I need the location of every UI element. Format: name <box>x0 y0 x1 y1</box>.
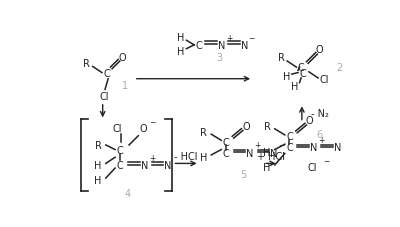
Text: H: H <box>200 153 207 163</box>
Text: Cl: Cl <box>307 163 317 173</box>
Text: Cl: Cl <box>320 75 329 85</box>
Text: H: H <box>291 81 298 91</box>
Text: C: C <box>222 137 229 147</box>
Text: Cl: Cl <box>113 123 122 133</box>
Text: C: C <box>299 69 306 79</box>
Text: C: C <box>286 143 293 153</box>
Text: 1: 1 <box>122 81 128 91</box>
Text: 3: 3 <box>216 53 222 63</box>
Text: N: N <box>270 148 278 158</box>
Text: +: + <box>318 136 324 144</box>
Text: C: C <box>286 132 293 142</box>
Text: N: N <box>164 160 172 170</box>
Text: 4: 4 <box>124 189 130 199</box>
Text: H: H <box>263 163 271 173</box>
Text: + HCl: + HCl <box>257 152 285 162</box>
Text: C: C <box>116 145 123 155</box>
Text: H: H <box>176 33 184 43</box>
Text: R: R <box>95 140 102 150</box>
Text: N: N <box>310 143 317 153</box>
Text: Cl: Cl <box>100 91 109 101</box>
Text: N: N <box>218 41 226 51</box>
Text: R: R <box>278 53 284 63</box>
Text: C: C <box>116 160 123 170</box>
Text: N: N <box>241 41 248 51</box>
Text: H: H <box>284 72 291 82</box>
Text: +: + <box>254 141 261 150</box>
Text: +: + <box>226 34 232 42</box>
Text: O: O <box>242 121 250 131</box>
Text: O: O <box>118 53 126 63</box>
Text: N: N <box>334 143 341 153</box>
Text: R: R <box>264 122 270 132</box>
Text: −: − <box>248 34 255 42</box>
Text: N: N <box>141 160 148 170</box>
Text: 6: 6 <box>317 130 323 140</box>
Text: −: − <box>149 118 156 127</box>
Text: - HCl: - HCl <box>174 152 197 162</box>
Text: H: H <box>94 176 102 185</box>
Text: - N₂: - N₂ <box>311 108 329 118</box>
Text: 2: 2 <box>336 63 342 73</box>
Text: +: + <box>149 153 156 162</box>
Text: H: H <box>263 147 271 157</box>
Text: 5: 5 <box>241 169 247 179</box>
Text: C: C <box>298 63 304 73</box>
Text: R: R <box>83 59 90 69</box>
Text: N: N <box>246 148 254 158</box>
Text: C: C <box>222 148 229 158</box>
Text: C: C <box>196 41 202 51</box>
Text: R: R <box>200 127 207 137</box>
Text: C: C <box>103 68 110 78</box>
Text: −: − <box>323 157 329 166</box>
Text: O: O <box>139 123 147 133</box>
Text: −: − <box>278 141 284 150</box>
Text: O: O <box>316 45 324 55</box>
Text: H: H <box>94 160 102 170</box>
Text: H: H <box>176 47 184 57</box>
Text: O: O <box>306 116 314 126</box>
